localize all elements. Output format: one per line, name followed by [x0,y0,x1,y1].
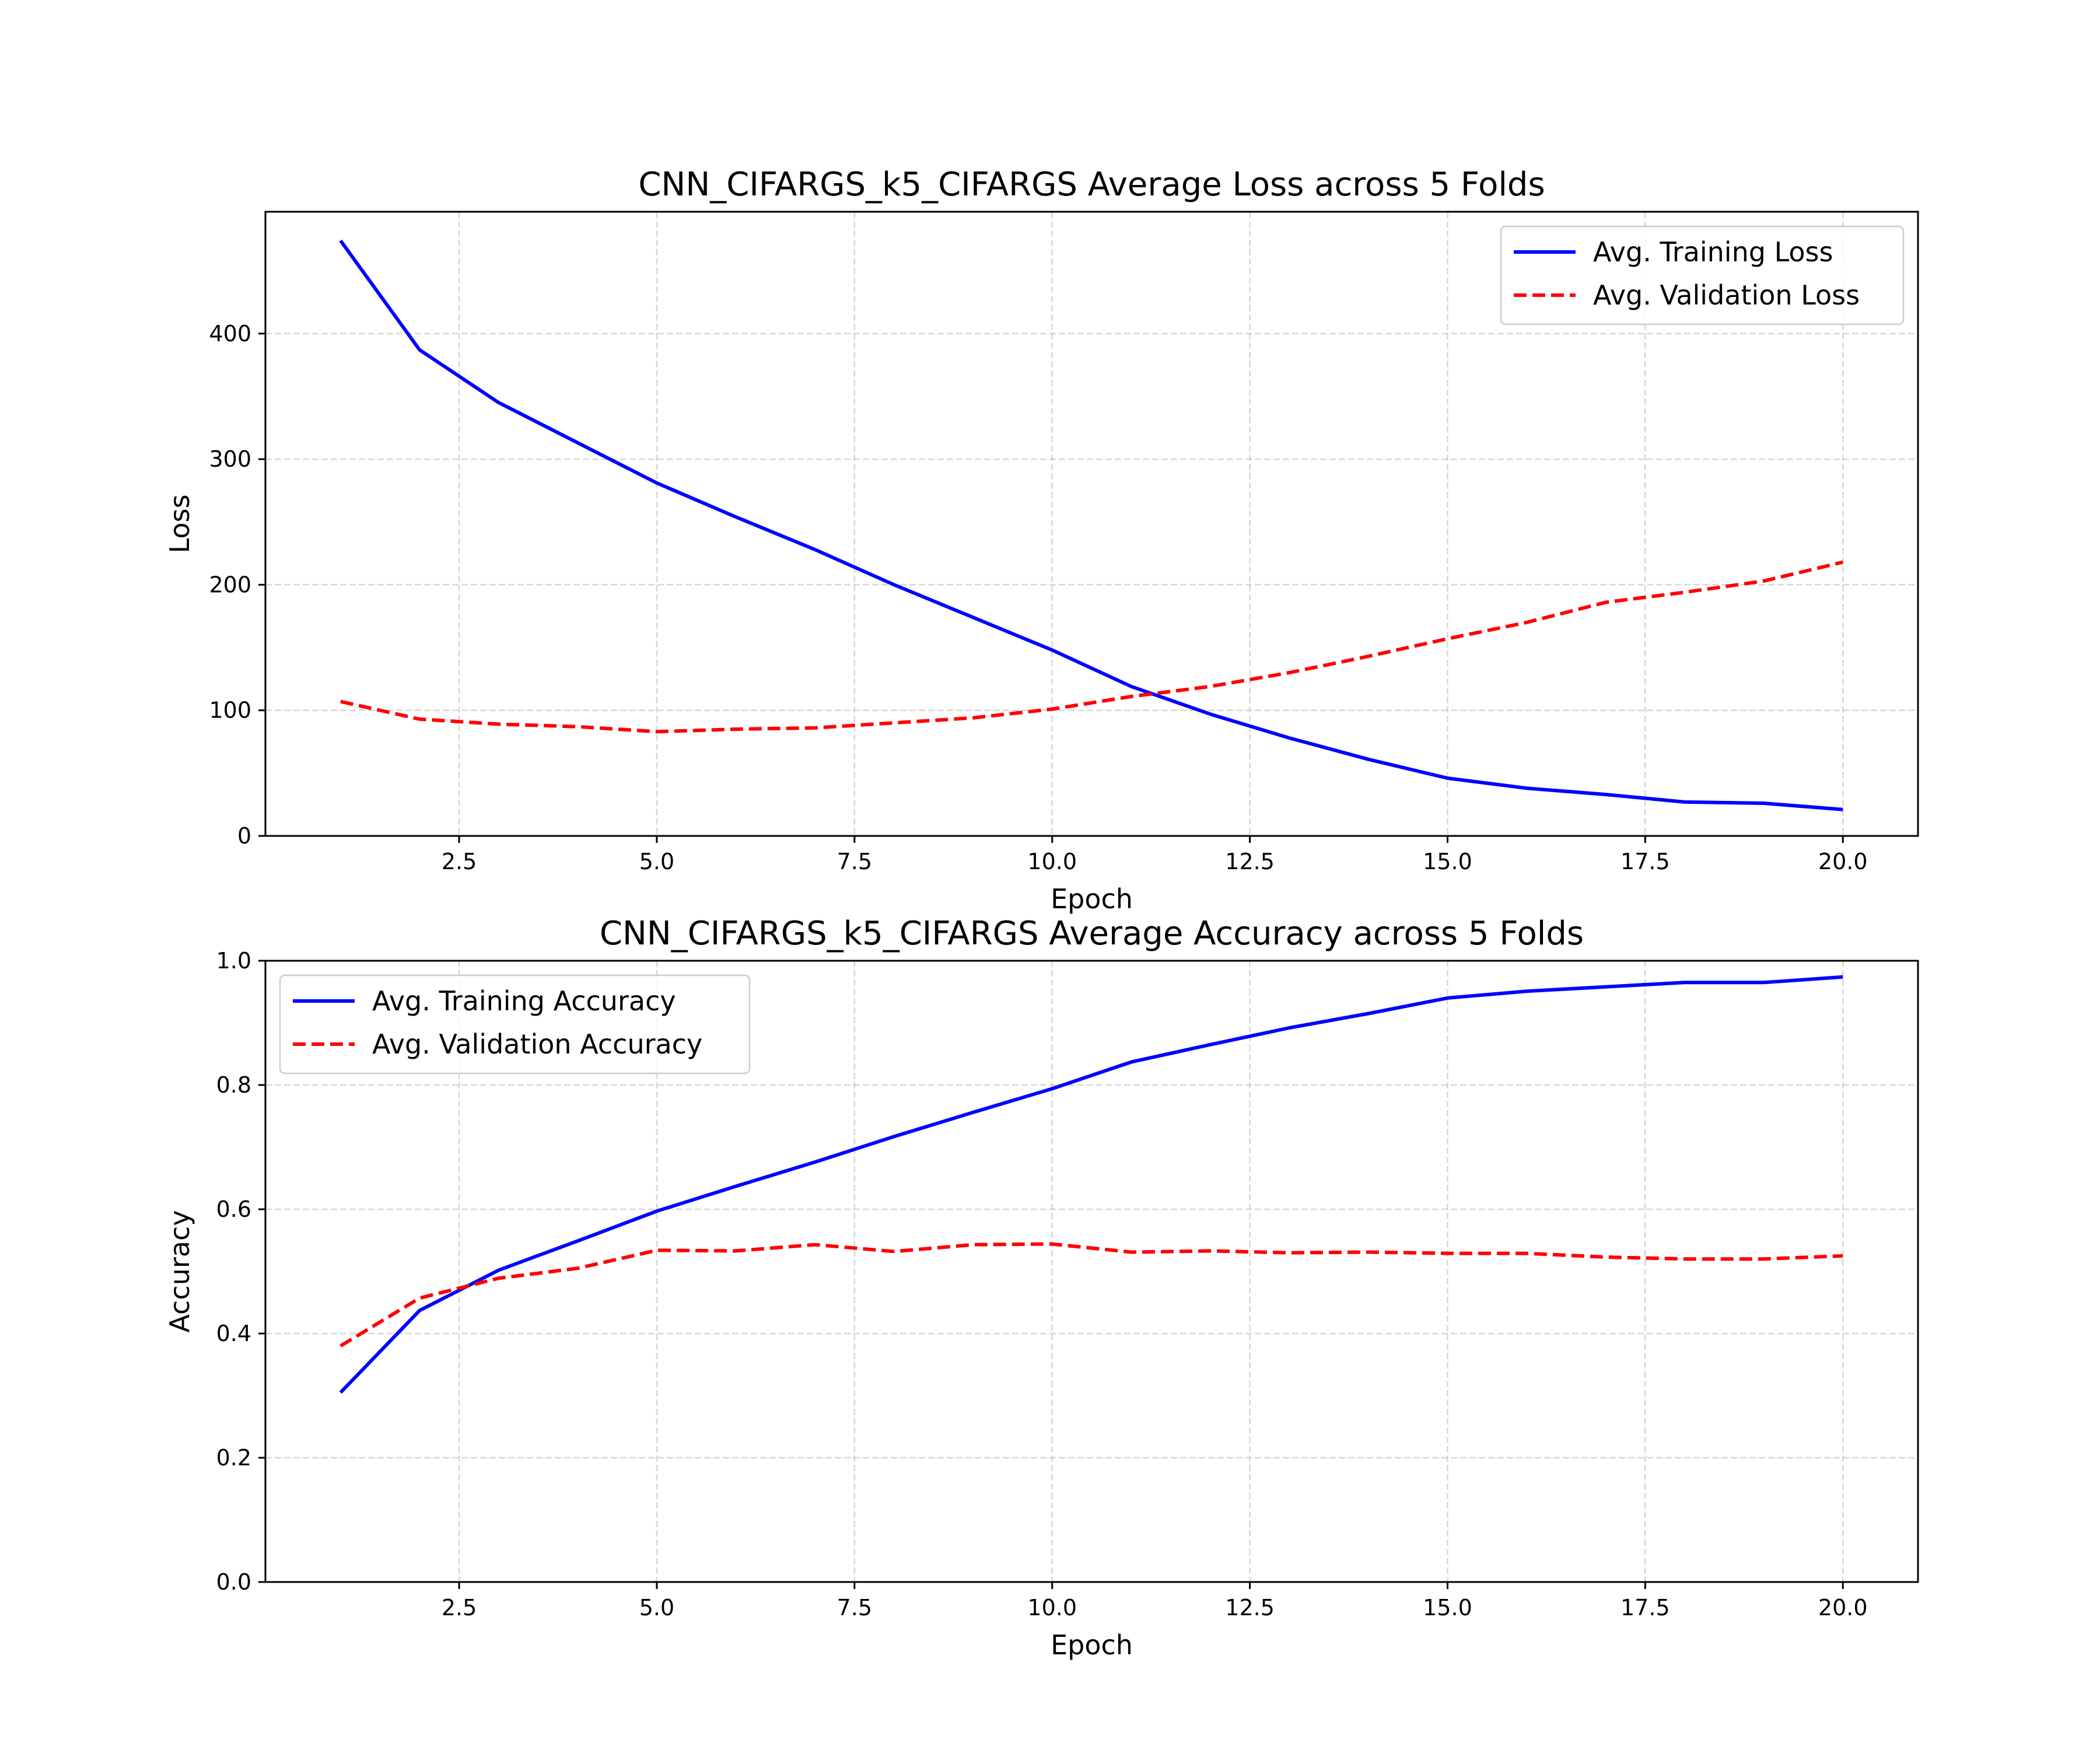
accuracy-x-ticks: 2.5 5.0 7.5 10.0 12.5 15.0 17.5 20.0 [442,1582,1868,1620]
accuracy-y-ticks: 0.0 0.2 0.4 0.6 0.8 1.0 [216,948,265,1595]
loss-y-axis-label: Loss [164,495,195,554]
loss-x-axis-label: Epoch [1051,883,1133,915]
loss-chart-title: CNN_CIFARGS_k5_CIFARGS Average Loss acro… [638,166,1545,204]
accuracy-y-tick-label: 0.4 [216,1321,251,1346]
accuracy-x-axis-label: Epoch [1051,1629,1133,1661]
accuracy-y-tick-label: 0.8 [216,1072,251,1098]
accuracy-y-tick-label: 0.6 [216,1196,251,1222]
loss-y-tick-label: 300 [209,446,251,472]
accuracy-validation-line [340,1242,1843,1348]
loss-grid [265,212,1918,837]
loss-legend: Avg. Training Loss Avg. Validation Loss [1500,225,1905,326]
loss-y-tick-label: 0 [237,823,251,849]
loss-x-tick-label: 2.5 [442,849,477,874]
loss-y-tick-label: 200 [209,572,251,597]
accuracy-y-tick-label: 0.0 [216,1569,251,1595]
loss-series-group [339,239,1843,811]
accuracy-x-tick-label: 7.5 [837,1595,872,1620]
loss-training-line [339,239,1843,811]
accuracy-legend-box [279,974,751,1074]
accuracy-x-tick-label: 20.0 [1818,1595,1868,1620]
accuracy-x-tick-label: 15.0 [1423,1595,1472,1620]
accuracy-axes-frame [264,960,1919,1583]
accuracy-x-tick-label: 17.5 [1620,1595,1670,1620]
accuracy-x-tick-label: 5.0 [639,1595,674,1620]
accuracy-y-tick-label: 0.2 [216,1445,251,1471]
accuracy-y-tick-label: 1.0 [216,948,251,974]
accuracy-chart-panel: 2.5 5.0 7.5 10.0 12.5 15.0 17.5 20.0 0.00.20.40… [164,915,1919,1661]
loss-x-tick-label: 20.0 [1818,849,1868,874]
loss-chart-panel: 2.5 5.0 7.5 10.0 12.5 15.0 17.5 20.0 0 100 200 300… [164,166,1919,915]
accuracy-x-tick-label: 2.5 [442,1595,477,1620]
accuracy-legend: Avg. Training Accuracy Avg. Validation A… [279,974,751,1074]
accuracy-chart-title: CNN_CIFARGS_k5_CIFARGS Average Accuracy … [600,915,1584,953]
loss-x-tick-label: 17.5 [1620,849,1670,874]
accuracy-x-tick-label: 10.0 [1027,1595,1077,1620]
loss-x-tick-label: 7.5 [837,849,872,874]
loss-y-ticks: 0 100 200 300 400 [209,321,265,849]
loss-x-tick-label: 15.0 [1423,849,1472,874]
accuracy-series-group [339,975,1843,1394]
loss-x-tick-label: 5.0 [639,849,674,874]
loss-validation-line [340,560,1843,734]
loss-legend-label-training: Avg. Training Loss [1593,236,1833,268]
accuracy-y-axis-label: Accuracy [164,1210,195,1332]
loss-legend-box [1500,225,1905,326]
accuracy-legend-label-validation: Avg. Validation Accuracy [372,1028,702,1060]
loss-axes-frame [264,211,1919,837]
accuracy-legend-label-training: Avg. Training Accuracy [372,985,676,1017]
loss-x-ticks: 2.5 5.0 7.5 10.0 12.5 15.0 17.5 20.0 [442,836,1868,874]
accuracy-x-tick-label: 12.5 [1225,1595,1275,1620]
loss-y-tick-label: 100 [209,698,251,723]
loss-legend-label-validation: Avg. Validation Loss [1593,279,1860,311]
loss-x-tick-label: 12.5 [1225,849,1275,874]
loss-x-tick-label: 10.0 [1027,849,1077,874]
accuracy-training-line [339,975,1843,1394]
loss-y-tick-label: 400 [209,321,251,346]
